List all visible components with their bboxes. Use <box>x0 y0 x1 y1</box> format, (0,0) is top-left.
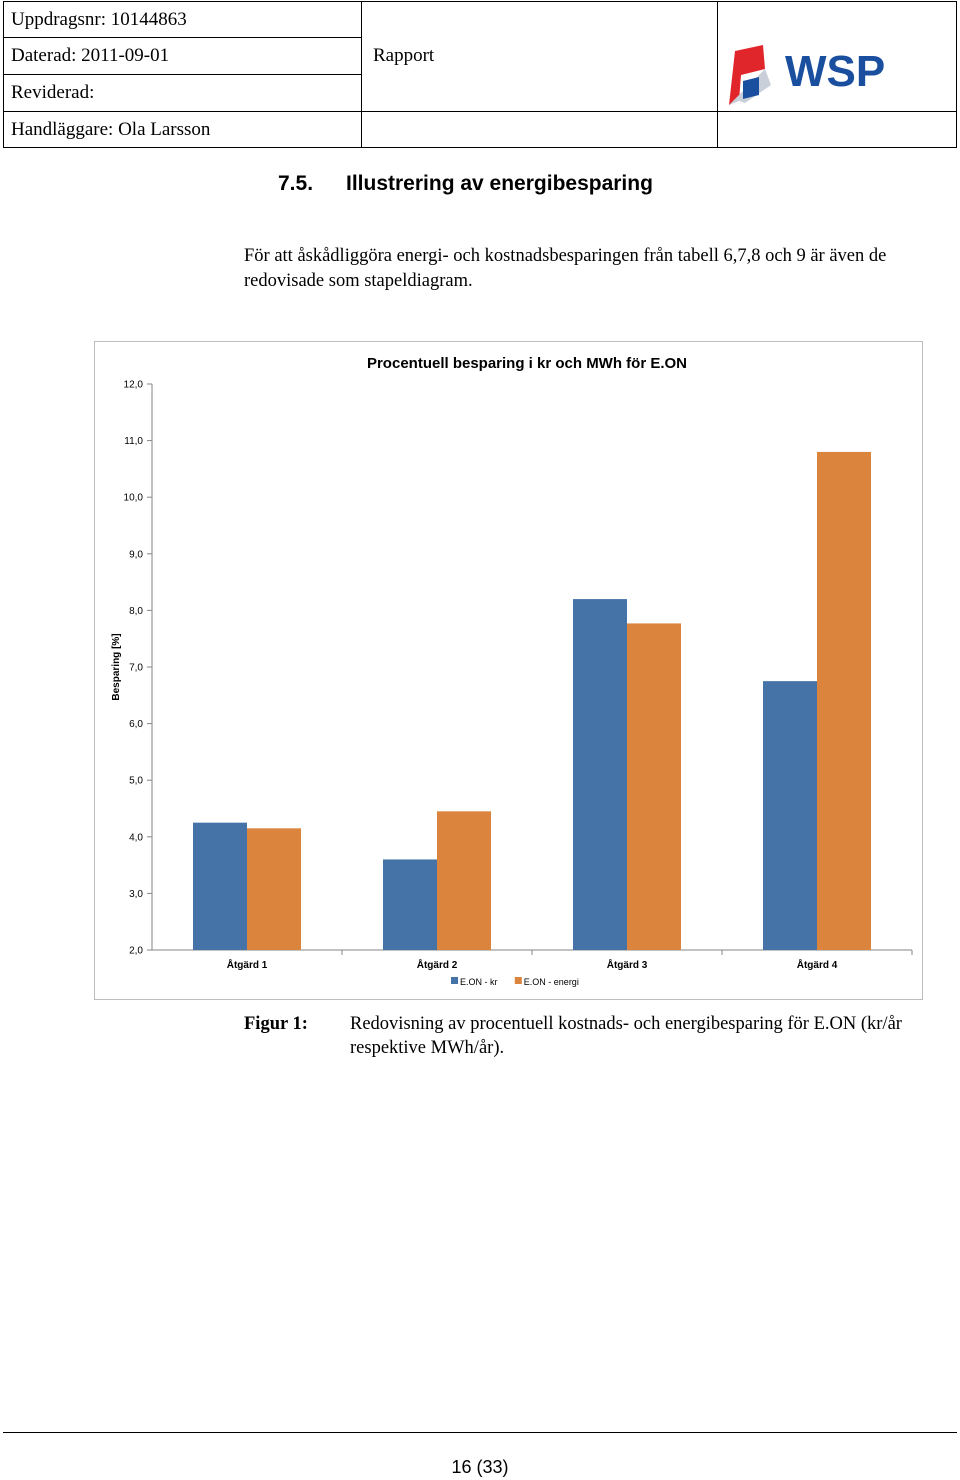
logo-text: WSP <box>785 47 885 96</box>
assignment-number: Uppdragsnr: 10144863 <box>11 9 187 30</box>
document-header: Uppdragsnr: 10144863 Daterad: 2011-09-01… <box>3 1 957 148</box>
bar <box>627 623 681 950</box>
y-tick-label: 12,0 <box>124 380 144 391</box>
bar <box>247 828 301 950</box>
legend-label: E.ON - energi <box>524 977 579 987</box>
y-tick-label: 7,0 <box>129 663 143 674</box>
y-tick-label: 2,0 <box>129 946 143 957</box>
figure-label: Figur 1: <box>244 1014 308 1034</box>
wsp-logo: WSP <box>725 41 925 107</box>
header-divider-1 <box>361 1 362 148</box>
bar <box>817 451 871 950</box>
chart-title: Procentuell besparing i kr och MWh för E… <box>367 355 687 372</box>
body-paragraph: För att åskådliggöra energi- och kostnad… <box>244 246 887 291</box>
x-category-label: Åtgärd 1 <box>227 958 268 971</box>
header-row-line-2 <box>3 74 361 75</box>
y-tick-label: 11,0 <box>124 436 143 447</box>
header-border-bottom <box>3 147 957 148</box>
y-tick-label: 10,0 <box>124 493 144 504</box>
x-category-label: Åtgärd 2 <box>417 958 458 971</box>
chart-container: Procentuell besparing i kr och MWh för E… <box>94 341 923 1000</box>
y-tick-label: 3,0 <box>129 889 143 900</box>
header-divider-2 <box>717 1 718 148</box>
section-heading: 7.5. Illustrering av energibesparing <box>278 172 653 196</box>
wsp-logo-graphic: WSP <box>729 45 885 105</box>
y-tick-label: 5,0 <box>129 776 143 787</box>
page-number: 16 (33) <box>451 1457 509 1477</box>
x-category-label: Åtgärd 4 <box>797 958 838 971</box>
y-tick-label: 8,0 <box>129 606 143 617</box>
bar <box>763 681 817 950</box>
y-tick-label: 4,0 <box>129 832 143 843</box>
date-field: Daterad: 2011-09-01 <box>11 45 170 66</box>
bar <box>193 822 247 950</box>
bar <box>383 859 437 950</box>
footer-rule <box>3 1432 957 1433</box>
section-title: Illustrering av energibesparing <box>346 172 653 195</box>
document-type: Rapport <box>373 45 435 66</box>
x-category-label: Åtgärd 3 <box>607 958 648 971</box>
y-axis-title: Besparing [%] <box>111 633 122 700</box>
header-row-line-3 <box>3 111 957 112</box>
revised-field: Reviderad: <box>11 82 95 103</box>
header-border-top <box>3 1 957 2</box>
bar-chart: Procentuell besparing i kr och MWh för E… <box>111 355 913 987</box>
handler-field: Handläggare: Ola Larsson <box>11 119 211 140</box>
bar <box>437 811 491 950</box>
y-tick-label: 6,0 <box>129 719 143 730</box>
legend-label: E.ON - kr <box>460 977 498 987</box>
section-number: 7.5. <box>278 172 314 195</box>
legend-swatch <box>451 977 458 984</box>
y-tick-label: 9,0 <box>129 549 143 560</box>
figure-caption: Redovisning av procentuell kostnads- och… <box>350 1014 902 1058</box>
bar <box>573 599 627 950</box>
header-border-right <box>956 1 957 148</box>
legend-swatch <box>514 977 522 984</box>
header-row-line-1 <box>3 37 361 38</box>
